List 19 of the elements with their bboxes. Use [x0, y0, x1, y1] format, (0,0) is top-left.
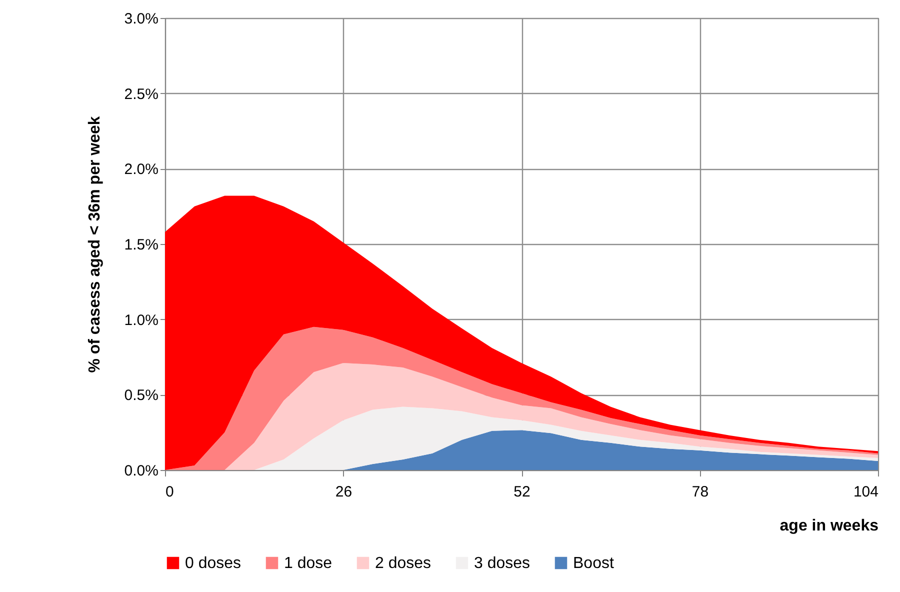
y-tick-label: 0.0% — [124, 462, 158, 480]
y-tick-label: 1.0% — [124, 312, 158, 329]
y-tick-label: 3.0% — [124, 10, 158, 28]
legend-label: 3 doses — [474, 555, 530, 572]
x-axis-title: age in weeks — [780, 518, 879, 534]
legend-label: 0 doses — [185, 555, 242, 572]
legend-label: 2 doses — [375, 555, 432, 572]
y-tick-label: 0.5% — [124, 387, 158, 404]
y-tick-label: 1.5% — [124, 236, 158, 254]
y-tick-label: 2.0% — [124, 161, 158, 178]
x-tick-label: 52 — [514, 484, 530, 500]
x-tick-label: 78 — [692, 484, 709, 500]
legend-label: Boost — [573, 555, 614, 572]
legend-label: 1 dose — [284, 555, 332, 572]
x-tick-label: 104 — [853, 484, 878, 500]
y-tick-label: 2.5% — [124, 86, 158, 103]
x-tick-label: 26 — [335, 484, 352, 500]
y-axis-title: % of casess aged < 36m per week — [86, 116, 104, 373]
x-tick-label: 0 — [166, 484, 174, 500]
